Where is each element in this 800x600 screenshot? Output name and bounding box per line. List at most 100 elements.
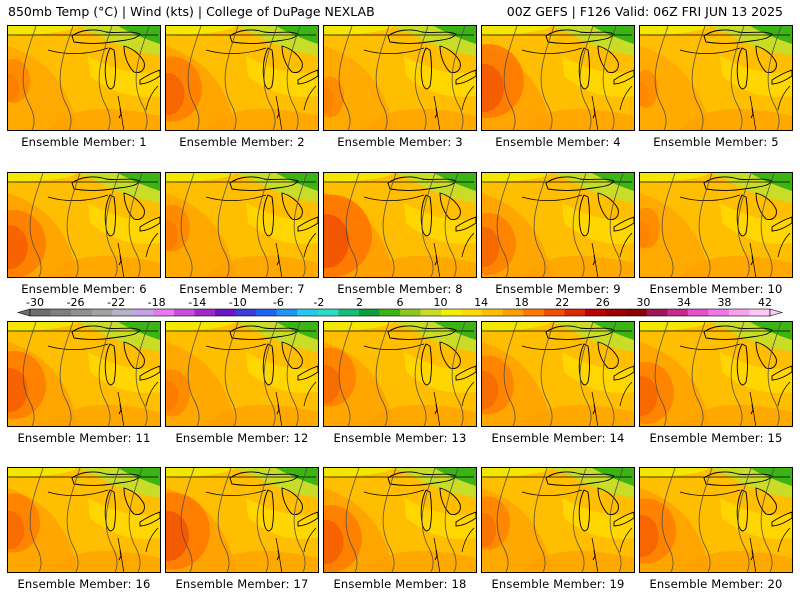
lake-outline bbox=[613, 511, 634, 527]
hot-core bbox=[482, 355, 514, 415]
ensemble-member-label: Ensemble Member: 2 bbox=[179, 135, 305, 149]
wind-barb bbox=[434, 403, 438, 415]
boundary-line bbox=[145, 232, 159, 258]
colorbar-tick-label: 22 bbox=[555, 296, 569, 309]
lake-outline bbox=[139, 216, 160, 232]
lake-outline bbox=[736, 194, 748, 237]
lake-outline bbox=[578, 343, 590, 386]
hot-core bbox=[8, 225, 28, 269]
colorbar-segment bbox=[194, 309, 216, 316]
lake-outline bbox=[455, 216, 476, 232]
contour-line bbox=[609, 173, 624, 277]
colorbar-tick-label: -6 bbox=[273, 296, 284, 309]
contour-line bbox=[767, 26, 782, 130]
contour-line bbox=[421, 173, 436, 277]
lake-outline bbox=[545, 325, 615, 340]
mild-air-region bbox=[562, 203, 634, 244]
boundary-line bbox=[145, 85, 159, 111]
lake-outline bbox=[755, 45, 777, 73]
hot-core bbox=[640, 376, 658, 416]
contour-line bbox=[29, 173, 44, 277]
boundary-line bbox=[205, 343, 267, 350]
contour-line bbox=[691, 322, 706, 426]
boundary-line bbox=[47, 47, 109, 54]
contour-line bbox=[496, 173, 511, 277]
ensemble-map-panel bbox=[165, 25, 319, 131]
hot-core bbox=[640, 207, 660, 249]
boundary-line bbox=[679, 343, 741, 350]
contour-line bbox=[503, 322, 518, 426]
warm-air-region bbox=[324, 46, 394, 130]
colorbar-segment bbox=[749, 309, 771, 316]
boundary-line bbox=[461, 85, 475, 111]
boundary-line bbox=[145, 381, 159, 407]
ensemble-member-label: Ensemble Member: 9 bbox=[495, 282, 621, 296]
warm-air-region bbox=[206, 550, 318, 572]
colorbar-segment bbox=[502, 309, 524, 316]
contour-line bbox=[737, 173, 752, 277]
colorbar-tick-label: 10 bbox=[434, 296, 448, 309]
lake-outline bbox=[71, 176, 141, 191]
ensemble-member-label: Ensemble Member: 18 bbox=[333, 577, 467, 591]
boundary-line bbox=[777, 232, 791, 258]
ensemble-map-panel bbox=[481, 172, 635, 278]
boundary-line bbox=[303, 527, 317, 553]
ensemble-member-label: Ensemble Member: 17 bbox=[175, 577, 309, 591]
contour-line bbox=[572, 468, 587, 572]
lake-outline bbox=[281, 45, 303, 73]
colorbar-segment bbox=[379, 309, 401, 316]
contour-line bbox=[609, 468, 624, 572]
lake-outline bbox=[578, 47, 590, 90]
mild-air-region bbox=[324, 468, 394, 478]
ensemble-member-label: Ensemble Member: 11 bbox=[17, 431, 151, 445]
boundary-line bbox=[363, 343, 425, 350]
lake-outline bbox=[71, 325, 141, 340]
mild-air-region bbox=[246, 56, 318, 97]
mild-air-region bbox=[720, 498, 792, 539]
ensemble-member-label: Ensemble Member: 4 bbox=[495, 135, 621, 149]
contour-line bbox=[22, 26, 37, 130]
hot-core bbox=[166, 369, 190, 417]
contour-line bbox=[533, 173, 548, 277]
colorbar-segment bbox=[153, 309, 175, 316]
mild-air-region bbox=[482, 468, 552, 478]
ensemble-map-panel bbox=[165, 467, 319, 573]
mild-air-region bbox=[720, 203, 792, 244]
lake-outline bbox=[104, 47, 116, 90]
wind-barb bbox=[592, 549, 596, 561]
ensemble-member-label: Ensemble Member: 1 bbox=[21, 135, 147, 149]
contour-line bbox=[533, 468, 548, 572]
contour-line bbox=[98, 26, 113, 130]
contour-line bbox=[29, 468, 44, 572]
colorbar-segment bbox=[564, 309, 586, 316]
lake-outline bbox=[281, 192, 303, 220]
lake-outline bbox=[771, 216, 792, 232]
warm-air-region bbox=[364, 255, 476, 277]
ensemble-member-label: Ensemble Member: 14 bbox=[491, 431, 625, 445]
mild-air-region bbox=[562, 352, 634, 393]
lake-outline bbox=[703, 325, 773, 340]
hot-core bbox=[166, 73, 185, 115]
lake-outline bbox=[420, 47, 432, 90]
hot-core bbox=[8, 511, 25, 549]
colorbar-tick-label: -26 bbox=[67, 296, 85, 309]
ensemble-map-panel bbox=[481, 467, 635, 573]
mild-air-region bbox=[640, 468, 710, 478]
contour-line bbox=[760, 468, 775, 572]
mild-air-region bbox=[166, 322, 236, 332]
colorbar-segment bbox=[276, 309, 298, 316]
lake-outline bbox=[262, 47, 274, 90]
boundary-line bbox=[47, 343, 109, 350]
colorbar-tick-label: 38 bbox=[717, 296, 731, 309]
contour-line bbox=[579, 26, 594, 130]
mild-air-region bbox=[324, 322, 394, 332]
boundary-line bbox=[363, 489, 425, 496]
lake-outline bbox=[545, 29, 615, 44]
contour-line bbox=[698, 173, 713, 277]
boundary-line bbox=[303, 381, 317, 407]
ensemble-map-panel bbox=[7, 172, 161, 278]
lake-outline bbox=[123, 487, 145, 515]
lake-outline bbox=[578, 194, 590, 237]
mild-air-region bbox=[8, 173, 78, 183]
lake-outline bbox=[420, 194, 432, 237]
